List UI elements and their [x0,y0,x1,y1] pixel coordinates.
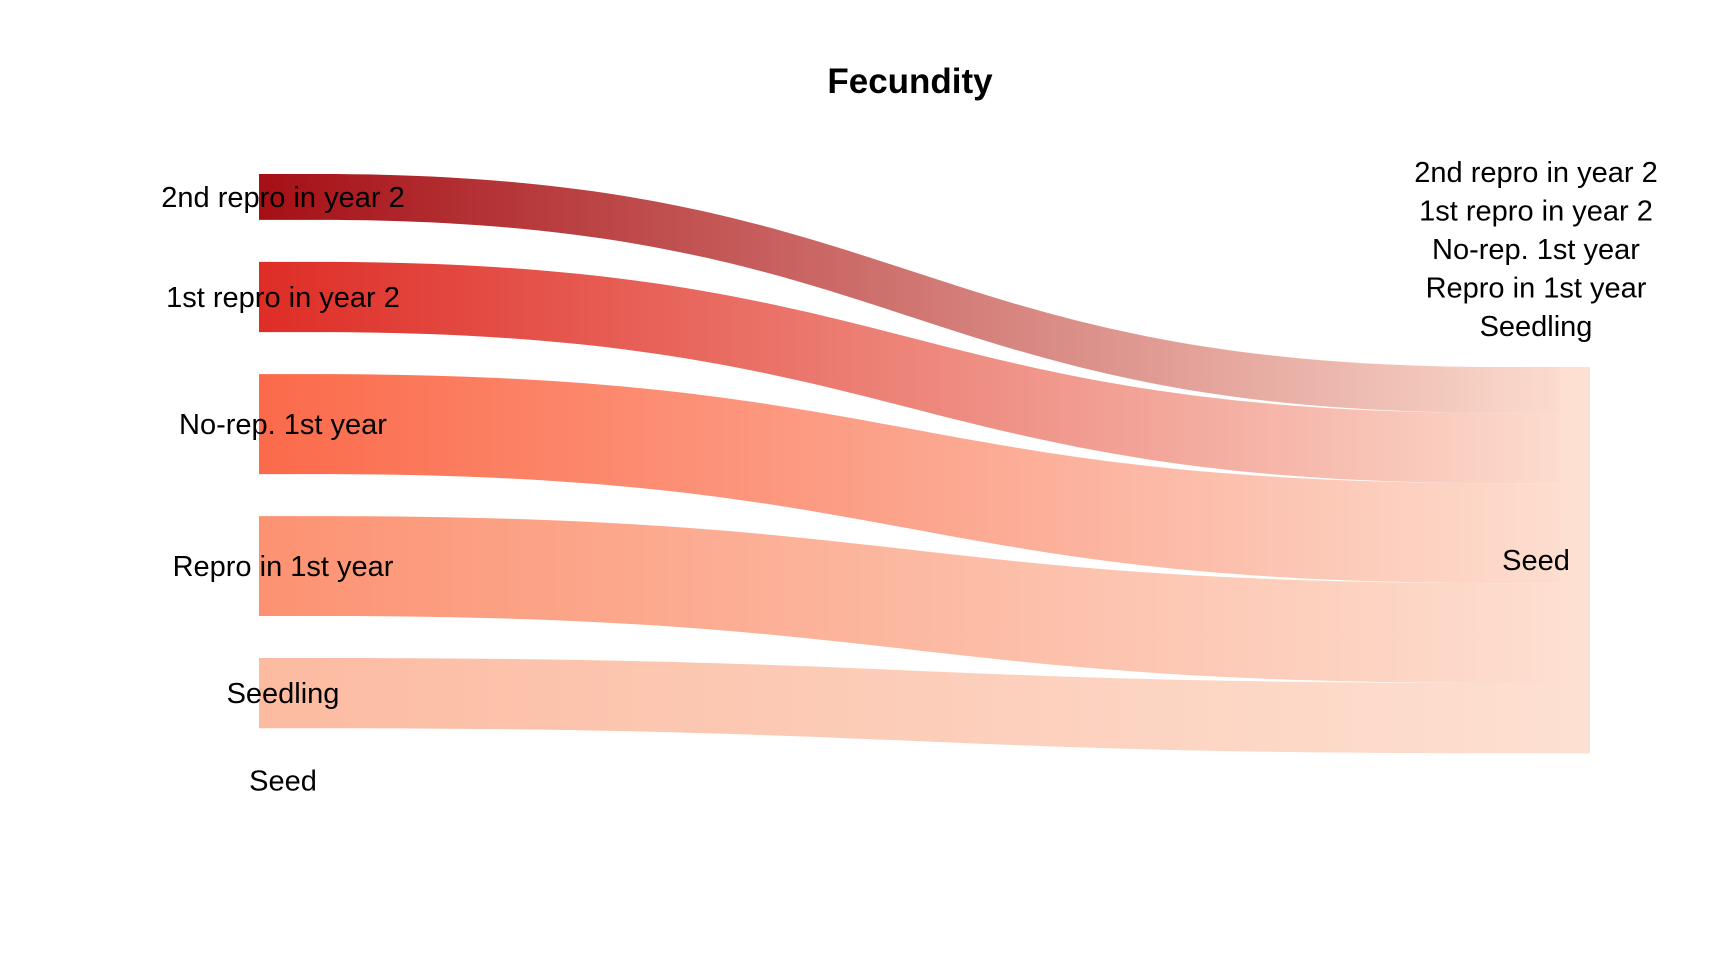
links-layer [259,174,1590,754]
source-label-seedling: Seedling [227,678,340,710]
target-label-seedling: Seedling [1480,311,1593,343]
node-target-seed [1560,367,1590,754]
target-label-1st-repro-in-year-2: 1st repro in year 2 [1419,196,1653,228]
link-repro-in-1st-year-to-seed [259,516,1590,683]
target-label-seed: Seed [1502,545,1570,577]
link-1st-repro-in-year-2-to-seed [259,261,1590,484]
link-2nd-repro-in-year-2-to-seed [259,174,1590,413]
link-seedling-to-seed [259,657,1590,754]
source-label-1st-repro-in-year-2: 1st repro in year 2 [166,282,400,314]
target-label-no-rep-1st-year: No-rep. 1st year [1432,234,1640,266]
source-label-repro-in-1st-year: Repro in 1st year [173,551,394,583]
source-label-no-rep-1st-year: No-rep. 1st year [179,409,387,441]
source-label-2nd-repro-in-year-2: 2nd repro in year 2 [161,182,404,214]
target-label-repro-in-1st-year: Repro in 1st year [1426,273,1647,305]
labels-layer: 2nd repro in year 2 1st repro in year 2 No… [161,157,1657,797]
target-label-2nd-repro-in-year-2: 2nd repro in year 2 [1414,157,1657,189]
chart-title: Fecundity [827,62,993,101]
link-no-rep-1st-year-to-seed [259,374,1590,584]
nodes-layer [1560,367,1590,754]
source-label-seed: Seed [249,765,317,797]
